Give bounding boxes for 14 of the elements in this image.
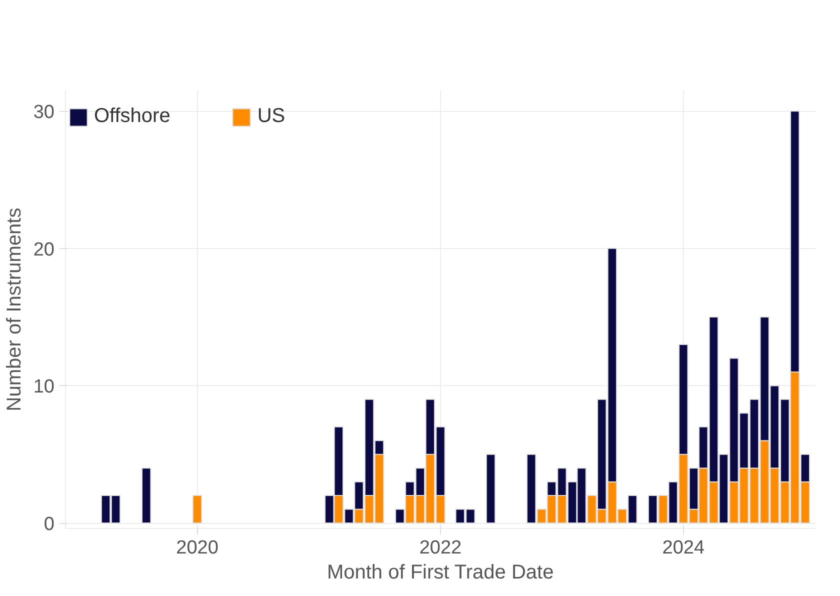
x-axis-title: Month of First Trade Date bbox=[326, 562, 554, 584]
bar bbox=[192, 495, 202, 524]
x-tick-label: 2020 bbox=[176, 538, 218, 558]
y-tick-label: 30 bbox=[33, 102, 55, 124]
x-tick-label: 2024 bbox=[662, 538, 705, 558]
bar bbox=[486, 454, 496, 524]
bar bbox=[142, 468, 152, 524]
y-tick-label: 10 bbox=[33, 376, 55, 398]
legend-label: Offshore bbox=[94, 105, 170, 128]
y-tick-label: 20 bbox=[33, 239, 55, 260]
x-tick-label: 2022 bbox=[419, 538, 462, 558]
y-tick-label: 0 bbox=[44, 514, 55, 536]
y-axis-title: Number of Instruments bbox=[3, 208, 26, 412]
legend-label: US bbox=[257, 105, 286, 128]
